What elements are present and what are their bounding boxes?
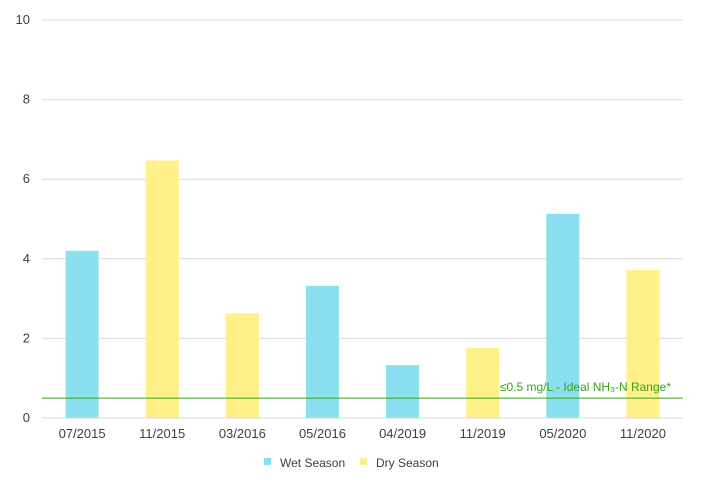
y-tick-label: 6 bbox=[23, 171, 30, 186]
x-tick-label: 11/2015 bbox=[139, 426, 185, 441]
y-tick-label: 8 bbox=[23, 92, 30, 107]
bar-03-2016 bbox=[225, 313, 259, 418]
bar-11-2020 bbox=[626, 269, 660, 418]
legend: Wet Season Dry Season bbox=[264, 456, 439, 470]
y-tick-label: 0 bbox=[23, 410, 30, 425]
bar-04-2019 bbox=[386, 365, 420, 418]
x-tick-label: 11/2019 bbox=[460, 426, 506, 441]
y-tick-label: 10 bbox=[16, 12, 30, 27]
x-tick-label: 03/2016 bbox=[219, 426, 266, 441]
legend-swatch bbox=[360, 458, 367, 465]
legend-label: Dry Season bbox=[376, 456, 439, 470]
x-tick-label: 11/2020 bbox=[620, 426, 666, 441]
x-tick-label: 07/2015 bbox=[59, 426, 106, 441]
reference-line-label: ≤0.5 mg/L - Ideal NH₃-N Range* bbox=[500, 380, 671, 394]
y-axis-tick-labels: 0 2 4 6 8 10 bbox=[16, 12, 30, 425]
x-tick-label: 05/2020 bbox=[539, 426, 586, 441]
legend-label: Wet Season bbox=[280, 456, 345, 470]
bar-05-2016 bbox=[305, 285, 339, 418]
bar-07-2015 bbox=[65, 250, 99, 418]
x-tick-label: 04/2019 bbox=[379, 426, 426, 441]
bar-11-2015 bbox=[145, 160, 179, 418]
bar-05-2020 bbox=[546, 213, 580, 418]
legend-swatch bbox=[264, 458, 271, 465]
x-tick-label: 05/2016 bbox=[299, 426, 346, 441]
y-tick-label: 2 bbox=[23, 330, 30, 345]
bar-11-2019 bbox=[466, 347, 500, 418]
y-tick-label: 4 bbox=[23, 251, 30, 266]
bars bbox=[65, 160, 660, 418]
x-axis-tick-labels: 07/2015 11/2015 03/2016 05/2016 04/2019 11/20… bbox=[59, 426, 666, 441]
gridlines bbox=[42, 19, 683, 339]
